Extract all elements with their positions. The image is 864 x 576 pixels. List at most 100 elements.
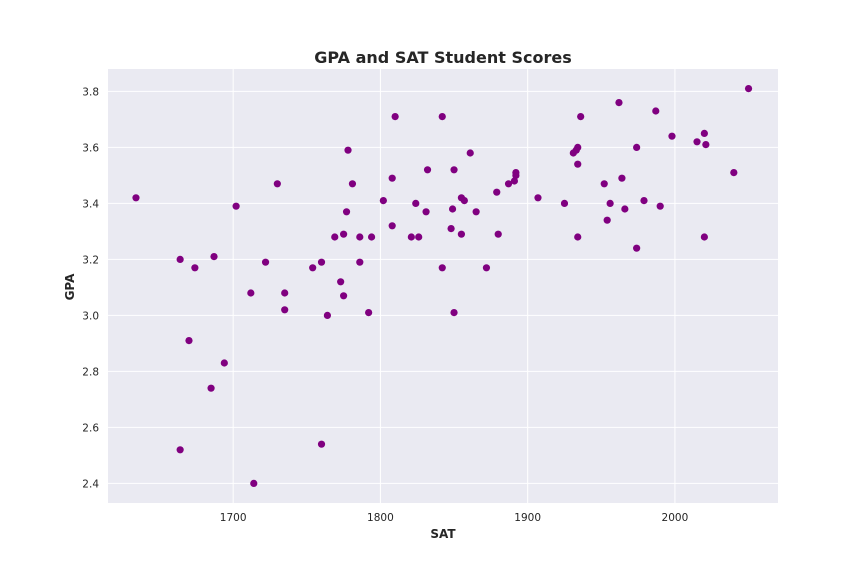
- data-point: [185, 337, 193, 345]
- data-point: [482, 264, 491, 272]
- data-point: [232, 202, 240, 210]
- data-point: [176, 446, 184, 454]
- data-point: [700, 129, 708, 137]
- data-point: [621, 205, 629, 213]
- data-point: [207, 384, 215, 392]
- data-point: [668, 132, 676, 140]
- data-point: [388, 174, 396, 182]
- x-tick-label: 1800: [367, 512, 394, 524]
- data-point: [132, 194, 140, 202]
- data-point: [603, 216, 611, 224]
- data-point: [438, 113, 446, 121]
- data-point: [693, 138, 701, 146]
- data-point: [412, 199, 420, 207]
- data-point: [323, 311, 332, 319]
- data-point: [317, 258, 326, 266]
- data-point: [574, 160, 582, 168]
- data-point: [250, 479, 258, 487]
- data-point: [633, 244, 641, 252]
- data-point: [574, 143, 582, 151]
- data-point: [633, 143, 641, 151]
- x-tick-label: 2000: [662, 512, 689, 524]
- data-point: [337, 278, 345, 286]
- data-point: [220, 359, 228, 367]
- y-tick-label: 2.6: [82, 422, 99, 434]
- data-points: [132, 85, 753, 487]
- data-point: [504, 180, 513, 188]
- data-point: [191, 264, 199, 272]
- data-point: [365, 309, 373, 317]
- data-point: [457, 230, 466, 238]
- data-point: [534, 194, 542, 202]
- data-point: [247, 289, 255, 297]
- data-point: [450, 166, 458, 174]
- data-point: [273, 180, 281, 188]
- data-point: [438, 264, 446, 272]
- data-point: [640, 197, 648, 205]
- data-point: [367, 233, 376, 241]
- data-point: [460, 197, 468, 205]
- data-point: [210, 253, 218, 261]
- data-point: [340, 292, 348, 300]
- data-point: [348, 180, 357, 188]
- data-point: [510, 177, 519, 185]
- data-point: [447, 225, 455, 233]
- x-axis-label: SAT: [430, 527, 456, 541]
- data-point: [309, 264, 317, 272]
- data-point: [577, 113, 585, 121]
- data-point: [317, 440, 326, 448]
- data-point: [340, 230, 348, 238]
- data-point: [618, 174, 626, 182]
- data-point: [448, 205, 457, 213]
- data-point: [342, 208, 351, 216]
- data-point: [744, 85, 753, 93]
- data-point: [344, 146, 352, 154]
- y-tick-label: 2.8: [82, 366, 99, 378]
- y-tick-label: 2.4: [82, 478, 99, 490]
- x-tick-labels: 1700 1800 1900 2000: [220, 512, 688, 524]
- data-point: [702, 141, 710, 149]
- data-point: [281, 306, 289, 314]
- data-point: [176, 255, 184, 263]
- data-point: [560, 199, 569, 207]
- data-point: [391, 113, 399, 121]
- data-point: [600, 180, 608, 188]
- data-point: [512, 169, 520, 177]
- grid-lines: [108, 69, 778, 503]
- chart-title: GPA and SAT Student Scores: [314, 48, 571, 67]
- data-point: [466, 149, 474, 157]
- y-tick-label: 3.6: [82, 142, 99, 154]
- y-tick-label: 3.8: [82, 86, 99, 98]
- data-point: [281, 289, 289, 297]
- y-axis-label: GPA: [63, 273, 77, 301]
- y-tick-label: 3.4: [82, 198, 99, 210]
- data-point: [407, 233, 415, 241]
- data-point: [574, 233, 582, 241]
- y-tick-label: 3.2: [82, 254, 99, 266]
- plot-area-background: [108, 69, 778, 503]
- data-point: [450, 309, 458, 317]
- data-point: [700, 233, 708, 241]
- data-point: [422, 208, 430, 216]
- data-point: [331, 233, 339, 241]
- data-point: [493, 188, 501, 196]
- data-point: [356, 258, 364, 266]
- y-tick-label: 3.0: [82, 310, 99, 322]
- data-point: [472, 208, 480, 216]
- data-point: [606, 199, 614, 207]
- data-point: [379, 197, 387, 205]
- x-tick-label: 1900: [514, 512, 541, 524]
- x-tick-label: 1700: [220, 512, 247, 524]
- data-point: [261, 258, 270, 266]
- data-point: [730, 169, 738, 177]
- data-point: [356, 233, 364, 241]
- data-point: [423, 166, 432, 174]
- data-point: [656, 202, 664, 210]
- data-point: [415, 233, 423, 241]
- data-point: [388, 222, 396, 230]
- data-point: [494, 230, 502, 238]
- y-tick-labels: 2.4 2.6 2.8 3.0 3.2 3.4 3.6 3.8: [82, 86, 99, 490]
- data-point: [615, 99, 623, 107]
- data-point: [652, 107, 660, 115]
